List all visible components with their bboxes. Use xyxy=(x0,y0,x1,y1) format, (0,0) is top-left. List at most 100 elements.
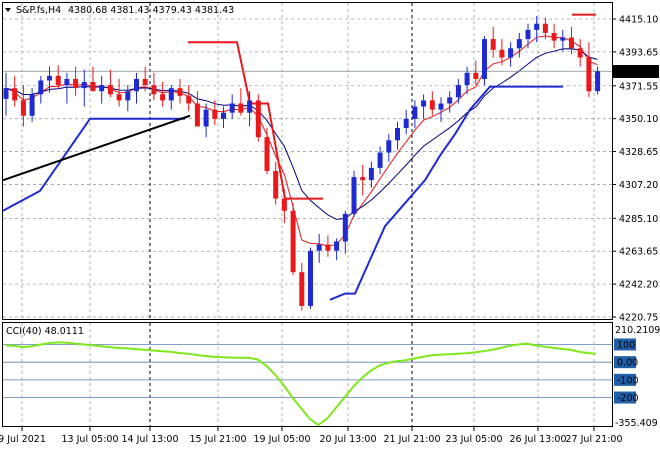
candle-bear xyxy=(177,88,183,96)
cci-panel-frame xyxy=(2,322,613,427)
candle-bull xyxy=(47,75,52,81)
time-axis: 9 Jul 2021 13 Jul 05:00 14 Jul 13:00 15 Jul… xyxy=(0,427,622,445)
candle-bear xyxy=(499,49,505,58)
candle-bull xyxy=(342,213,348,242)
candle-bear xyxy=(264,137,270,171)
cci-max-label: 210.2109 xyxy=(615,325,660,336)
cci-header: CCI(40) 48.0111 210.2109 -355.409 xyxy=(6,325,660,429)
candle-bear xyxy=(360,177,366,181)
price-tick-label: 4371.55 xyxy=(619,81,658,92)
candle-bear xyxy=(490,39,496,50)
candle-bull xyxy=(560,37,566,41)
candle-bear xyxy=(238,103,244,113)
candle-bull xyxy=(421,100,427,107)
candle-bull xyxy=(377,152,383,168)
price-tag-text: 4381.43 xyxy=(617,67,656,78)
price-tick-label: 4415.10 xyxy=(619,15,658,26)
header-triangle-icon xyxy=(5,8,11,12)
candle-bull xyxy=(99,85,105,92)
candle-bear xyxy=(116,94,122,101)
candle-bear xyxy=(20,100,26,116)
time-tick-label: 14 Jul 13:00 xyxy=(122,434,179,445)
candle-bull xyxy=(308,250,313,306)
candle-bull xyxy=(403,118,409,129)
candle-bear xyxy=(160,94,166,101)
candle-bull xyxy=(516,39,522,49)
time-tick-label: 19 Jul 05:00 xyxy=(254,434,311,445)
price-axis: 4415.10 4393.65 4371.55 4350.10 4328.65 4307.… xyxy=(612,15,658,324)
candle-bull xyxy=(334,241,340,251)
candle-bull xyxy=(464,72,470,86)
candle-bear xyxy=(586,57,592,92)
slow-ma-line xyxy=(5,48,598,220)
time-tick-label: 21 Jul 21:00 xyxy=(384,434,441,445)
candle-bear xyxy=(194,103,200,127)
candle-bull xyxy=(64,78,70,86)
candle-bull xyxy=(534,23,540,30)
chart-header: S&P.fs,H4 4380.68 4381.43 4379.43 4381.4… xyxy=(5,5,234,16)
candle-bull xyxy=(134,78,139,92)
cci-label: CCI(40) 48.0111 xyxy=(6,326,84,337)
price-tag-box xyxy=(613,65,659,78)
candle-bull xyxy=(125,91,131,101)
time-tick-label: 26 Jul 13:00 xyxy=(510,434,567,445)
candle-bear xyxy=(290,210,296,273)
candle-bear xyxy=(55,75,61,86)
candle-bull xyxy=(81,82,87,89)
candle-bull xyxy=(29,94,35,116)
support-step-line-2 xyxy=(329,85,563,301)
candle-bear xyxy=(142,78,148,86)
candle-bear xyxy=(255,100,261,138)
time-tick-label: 20 Jul 13:00 xyxy=(320,434,377,445)
price-tick-label: 4285.10 xyxy=(619,214,658,225)
ohlc-values: 4380.68 4381.43 4379.43 4381.43 xyxy=(68,5,234,16)
candle-bull xyxy=(229,103,235,113)
candle-bull xyxy=(247,100,253,113)
candle-bear xyxy=(551,32,557,41)
candle-bull xyxy=(203,109,209,127)
candle-bull xyxy=(221,112,226,119)
cci-level-label: 0.00 xyxy=(617,358,638,369)
price-tick-label: 4242.20 xyxy=(619,280,658,291)
price-tick-label: 4350.10 xyxy=(619,114,658,125)
grid-layer xyxy=(3,3,612,426)
candle-bear xyxy=(325,244,331,251)
price-tick-label: 4393.65 xyxy=(619,47,658,58)
candle-bear xyxy=(212,109,218,119)
price-tick-label: 4220.75 xyxy=(619,313,658,324)
cci-level-box xyxy=(614,338,636,351)
candle-bear xyxy=(186,95,192,104)
price-tick-label: 4328.65 xyxy=(619,147,658,158)
candle-bull xyxy=(525,29,531,40)
symbol-label: S&P.fs,H4 xyxy=(16,5,61,16)
candle-bull xyxy=(316,244,322,251)
time-tick-label: 13 Jul 05:00 xyxy=(62,434,119,445)
support-step-line xyxy=(2,117,185,212)
candle-bull xyxy=(482,39,487,79)
candle-bull xyxy=(412,106,418,119)
cci-level-label: -200 xyxy=(617,393,639,404)
candle-bull xyxy=(386,140,392,153)
time-tick-label: 9 Jul 2021 xyxy=(0,434,46,445)
candle-bear xyxy=(299,272,305,306)
price-tick-label: 4307.20 xyxy=(619,180,658,191)
cci-levels: 100 0.00 -100 -200 xyxy=(3,338,639,404)
chart-frames xyxy=(2,2,613,427)
candle-bear xyxy=(107,85,113,95)
candle-bear xyxy=(569,37,574,49)
candle-bull xyxy=(447,97,453,104)
candle-bear xyxy=(273,170,279,199)
time-tick-label: 15 Jul 21:00 xyxy=(190,434,247,445)
candle-bull xyxy=(351,177,357,214)
candle-bear xyxy=(281,198,287,211)
time-tick-label: 27 Jul 21:00 xyxy=(566,434,623,445)
cci-level-box xyxy=(614,391,636,404)
time-tick-label: 23 Jul 05:00 xyxy=(446,434,503,445)
candle-layer xyxy=(3,16,601,311)
candle-bear xyxy=(577,48,583,58)
candle-bull xyxy=(455,85,461,98)
candle-bear xyxy=(73,78,79,89)
candle-bull xyxy=(168,88,174,101)
candle-bull xyxy=(395,128,400,141)
